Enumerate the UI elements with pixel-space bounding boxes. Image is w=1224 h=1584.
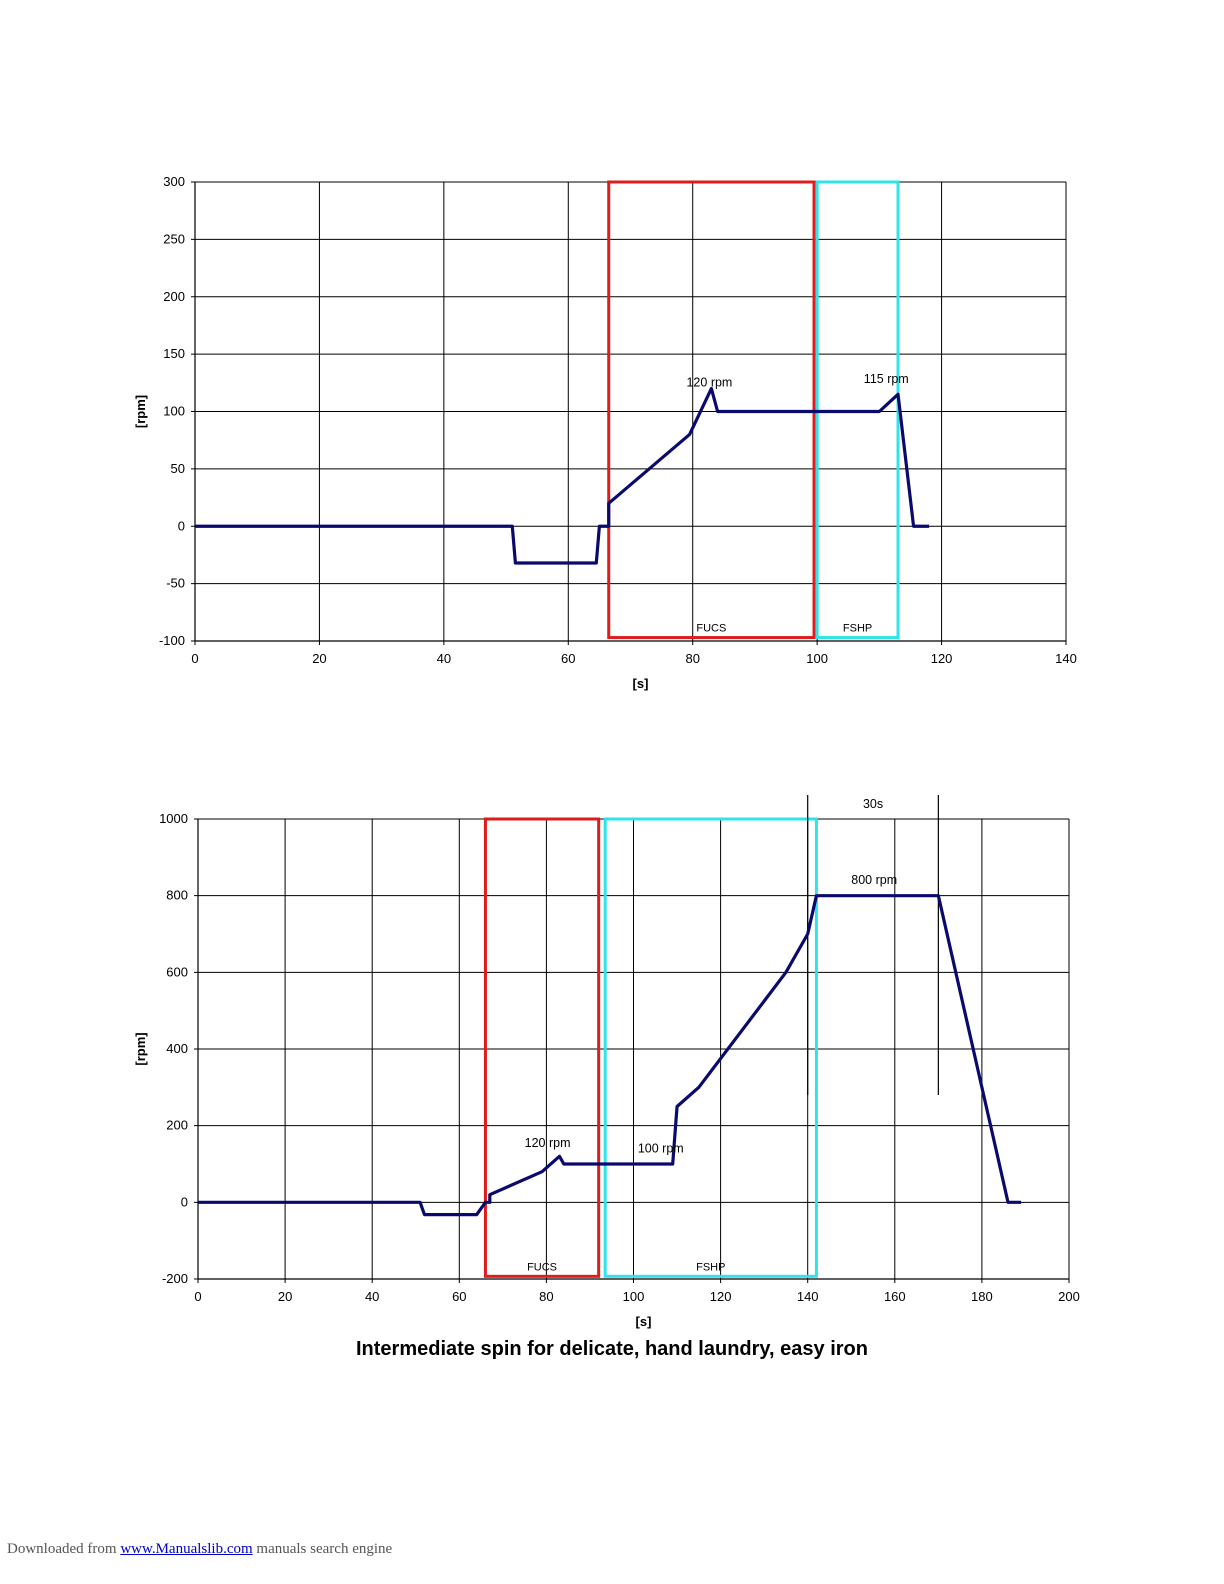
x-tick-label: 80	[685, 651, 699, 666]
y-tick-label: 100	[163, 404, 185, 419]
y-tick-label: 800	[166, 888, 188, 903]
y-tick-label: 250	[163, 231, 185, 246]
x-axis-label: [s]	[633, 676, 649, 691]
y-tick-label: 1000	[159, 811, 188, 826]
x-tick-label: 140	[1055, 651, 1077, 666]
rpm-annotation: 100 rpm	[638, 1142, 684, 1156]
region-label-fucs: FUCS	[527, 1261, 557, 1273]
y-tick-label: 0	[181, 1194, 188, 1209]
chart-bottom-spin-profile: -200 0 200 400 600 800 1000 0 20 40 60 80 100 120 140 1…	[133, 795, 1080, 1329]
x-tick-label: 180	[971, 1289, 993, 1304]
x-tick-label: 80	[539, 1289, 553, 1304]
time-marker-label: 30s	[863, 797, 883, 811]
x-tick-label: 100	[806, 651, 828, 666]
y-tick-label: 50	[171, 461, 185, 476]
y-tick-label: 400	[166, 1041, 188, 1056]
footer-link[interactable]: www.Manualslib.com	[120, 1541, 253, 1557]
x-tick-label: 20	[312, 651, 326, 666]
rpm-annotation: 120 rpm	[686, 375, 732, 389]
region-label-fucs: FUCS	[696, 623, 726, 635]
x-tick-label: 160	[884, 1289, 906, 1304]
x-tick-label: 120	[710, 1289, 732, 1304]
y-tick-label: -100	[159, 633, 185, 648]
x-tick-label: 120	[931, 651, 953, 666]
rpm-annotation: 115 rpm	[864, 372, 909, 386]
x-tick-label: 140	[797, 1289, 819, 1304]
x-tick-label: 200	[1058, 1289, 1080, 1304]
x-tick-label: 100	[623, 1289, 645, 1304]
y-tick-label: 200	[166, 1118, 188, 1133]
y-tick-label: 200	[163, 289, 185, 304]
x-tick-label: 40	[365, 1289, 379, 1304]
region-label-fshp: FSHP	[843, 623, 872, 635]
x-tick-label: 40	[437, 651, 451, 666]
x-tick-label: 0	[191, 651, 198, 666]
y-tick-label: 0	[178, 518, 185, 533]
y-axis-label: [rpm]	[133, 1032, 148, 1065]
rpm-series-line	[195, 386, 930, 565]
x-axis-label: [s]	[636, 1314, 652, 1329]
region-box-fshp	[603, 817, 818, 1278]
rpm-annotation: 120 rpm	[525, 1136, 571, 1150]
region-box-fucs	[607, 180, 816, 640]
y-tick-label: -50	[166, 576, 185, 591]
region-box-fucs	[483, 817, 601, 1278]
y-tick-label: 300	[163, 174, 185, 189]
rpm-series-line	[198, 894, 1022, 1217]
y-tick-label: -200	[162, 1271, 188, 1286]
footer: Downloaded from www.Manualslib.com manua…	[7, 1541, 392, 1558]
y-axis-label: [rpm]	[133, 395, 148, 428]
y-tick-label: 150	[163, 346, 185, 361]
region-label-fshp: FSHP	[696, 1261, 725, 1273]
region-box-fshp	[815, 180, 900, 640]
rpm-annotation: 800 rpm	[851, 873, 897, 887]
footer-suffix: manuals search engine	[252, 1541, 393, 1557]
x-tick-label: 0	[194, 1289, 201, 1304]
page-caption: Intermediate spin for delicate, hand lau…	[356, 1338, 868, 1360]
footer-prefix: Downloaded from	[7, 1541, 121, 1557]
x-tick-label: 20	[278, 1289, 292, 1304]
y-tick-label: 600	[166, 964, 188, 979]
chart-top-spin-profile: -100 -50 0 50 100 150 200 250 300 0 20 40 60 80 100 120…	[133, 174, 1077, 691]
gridlines	[191, 181, 1067, 645]
x-tick-label: 60	[561, 651, 575, 666]
x-tick-label: 60	[452, 1289, 466, 1304]
